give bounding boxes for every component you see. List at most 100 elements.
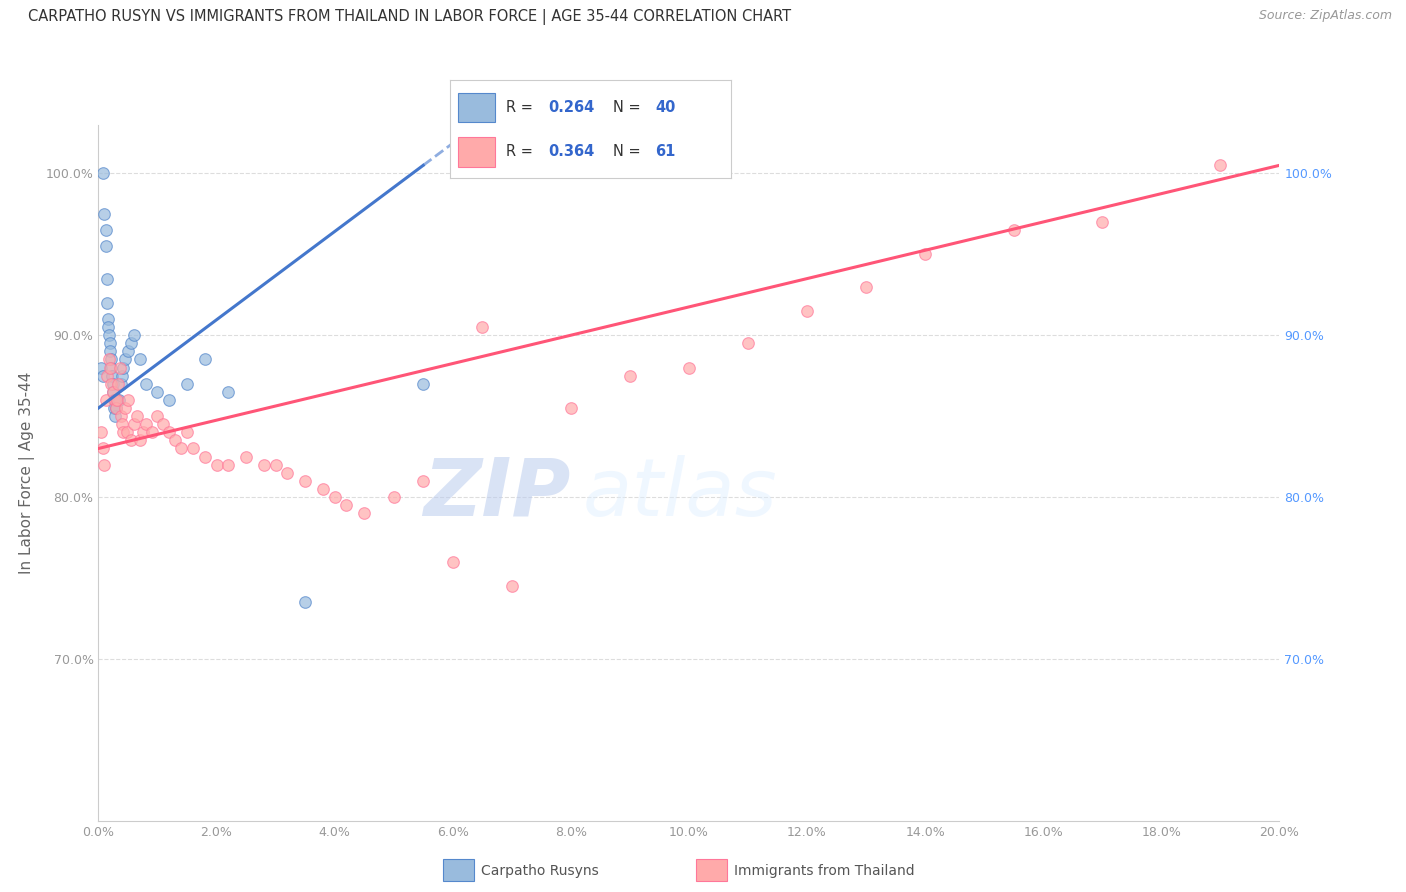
Point (294, 595, 316, 609)
Point (108, 392, 131, 407)
Point (110, 376, 132, 391)
Point (117, 392, 139, 407)
Point (90, 425, 112, 440)
Point (120, 434, 142, 448)
Point (98, 328, 121, 343)
Point (98, 344, 121, 359)
Point (96, 368, 118, 383)
Point (120, 336, 142, 351)
Point (855, 279, 877, 293)
Point (412, 474, 434, 488)
Text: atlas: atlas (582, 455, 778, 533)
Point (112, 425, 135, 440)
Text: Immigrants from Thailand: Immigrants from Thailand (734, 863, 914, 878)
Point (93, 207, 115, 221)
Point (678, 360, 700, 375)
Point (114, 401, 136, 415)
Text: CARPATHO RUSYN VS IMMIGRANTS FROM THAILAND IN LABOR FORCE | AGE 35-44 CORRELATIO: CARPATHO RUSYN VS IMMIGRANTS FROM THAILA… (28, 9, 792, 25)
Point (1091, 215, 1114, 229)
Point (98, 336, 121, 351)
FancyBboxPatch shape (458, 137, 495, 167)
Point (146, 384, 169, 399)
Point (135, 417, 157, 432)
Point (217, 458, 239, 472)
Text: Source: ZipAtlas.com: Source: ZipAtlas.com (1258, 9, 1392, 22)
Point (117, 344, 139, 359)
Point (235, 450, 257, 464)
Point (93, 458, 115, 472)
Point (105, 392, 128, 407)
Point (91, 166, 114, 180)
Point (323, 490, 346, 504)
Point (98, 352, 121, 367)
Point (108, 360, 131, 375)
Point (103, 384, 125, 399)
Point (264, 458, 287, 472)
Point (97, 312, 120, 326)
Point (619, 368, 641, 383)
Point (135, 376, 157, 391)
Point (501, 579, 523, 593)
Text: 40: 40 (655, 100, 675, 115)
Point (152, 417, 174, 432)
Point (335, 498, 357, 512)
Point (560, 401, 582, 415)
Text: N =: N = (613, 100, 645, 115)
Point (107, 376, 129, 391)
Point (105, 401, 128, 415)
Point (471, 320, 494, 334)
Point (128, 434, 150, 448)
Point (382, 490, 405, 504)
Point (181, 442, 204, 456)
Point (103, 384, 125, 399)
Point (105, 401, 128, 415)
Point (132, 425, 155, 440)
Point (176, 376, 198, 391)
Point (194, 352, 217, 367)
Text: N =: N = (613, 145, 650, 160)
Point (94, 223, 117, 237)
Point (205, 458, 228, 472)
Point (103, 401, 125, 415)
Point (276, 466, 298, 480)
Point (141, 425, 163, 440)
Point (110, 409, 132, 424)
Point (194, 450, 217, 464)
Point (94, 239, 117, 253)
Point (104, 409, 127, 424)
Point (103, 392, 125, 407)
Point (157, 425, 180, 440)
Point (91, 368, 114, 383)
Point (128, 352, 150, 367)
Point (914, 247, 936, 261)
Point (101, 368, 124, 383)
Point (104, 392, 127, 407)
Point (176, 425, 198, 440)
Point (94, 392, 117, 407)
Point (353, 506, 375, 520)
Point (122, 417, 145, 432)
Point (114, 352, 136, 367)
Point (217, 384, 239, 399)
Text: R =: R = (506, 145, 537, 160)
Point (96, 296, 118, 310)
Point (101, 376, 124, 391)
Point (125, 409, 148, 424)
Point (122, 328, 145, 343)
Point (91, 442, 114, 456)
Point (412, 376, 434, 391)
Text: 0.364: 0.364 (548, 145, 595, 160)
Text: 61: 61 (655, 145, 675, 160)
Point (100, 352, 122, 367)
Point (100, 376, 122, 391)
Text: R =: R = (506, 100, 537, 115)
Point (97, 320, 120, 334)
FancyBboxPatch shape (458, 93, 495, 122)
Point (312, 482, 335, 496)
Point (112, 360, 135, 375)
Point (100, 360, 122, 375)
Point (90, 360, 112, 375)
Point (96, 271, 118, 285)
Point (157, 392, 180, 407)
Text: Carpatho Rusyns: Carpatho Rusyns (481, 863, 599, 878)
